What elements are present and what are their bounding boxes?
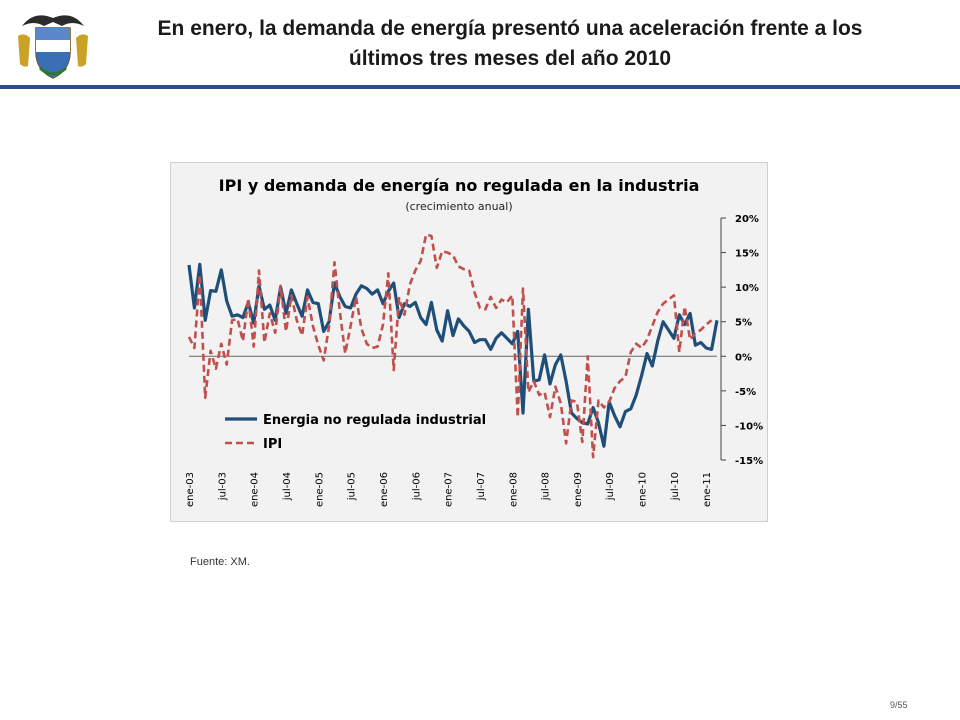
- x-axis: ene-03 jul-03 ene-04 jul-04 ene-05 jul-05 ene-…: [185, 355, 717, 507]
- y-axis: 20% 15% 10% 5% 0% -5% -10% -15%: [720, 214, 763, 467]
- slide-header: En enero, la demanda de energía presentó…: [0, 0, 960, 89]
- line-chart: IPI y demanda de energía no regulada en …: [185, 176, 763, 507]
- series-line-ipi: [187, 233, 713, 459]
- legend-label-energia: Energia no regulada industrial: [263, 413, 486, 428]
- chart-panel: IPI y demanda de energía no regulada en …: [170, 162, 768, 522]
- x-tick-label: jul-04: [282, 472, 293, 501]
- y-tick-label: 20%: [735, 214, 759, 225]
- y-tick-label: -5%: [735, 387, 756, 398]
- y-tick-label: 15%: [735, 249, 759, 260]
- x-tick-label: ene-10: [638, 472, 649, 507]
- slide-title-line-1: En enero, la demanda de energía presentó…: [157, 17, 863, 40]
- legend-label-ipi: IPI: [263, 437, 282, 452]
- x-tick-label: ene-06: [379, 472, 390, 507]
- source-note: Fuente: XM.: [190, 556, 250, 568]
- x-tick-label: jul-09: [605, 472, 616, 501]
- y-tick-label: -10%: [735, 421, 763, 432]
- x-tick-label: ene-03: [185, 472, 196, 507]
- slide-title-line-2: últimos tres meses del año 2010: [348, 47, 672, 70]
- x-tick-label: ene-04: [250, 472, 261, 507]
- x-tick-label: ene-08: [508, 472, 519, 507]
- x-tick-label: jul-03: [217, 472, 228, 501]
- chart-subtitle: (crecimiento anual): [405, 200, 512, 213]
- header-rule: [0, 85, 960, 89]
- y-tick-label: 5%: [735, 318, 752, 329]
- x-tick-label: jul-10: [670, 472, 681, 501]
- legend: Energia no regulada industrial IPI: [225, 413, 486, 452]
- page-number: 9/55: [890, 700, 908, 710]
- y-tick-label: 10%: [735, 283, 759, 294]
- y-tick-label: 0%: [735, 352, 752, 363]
- slide-title: En enero, la demanda de energía presentó…: [110, 14, 910, 74]
- x-tick-label: jul-08: [541, 472, 552, 501]
- x-tick-label: ene-05: [314, 472, 325, 507]
- coat-of-arms-logo: [18, 15, 88, 79]
- y-tick-label: -15%: [735, 456, 763, 467]
- x-tick-label: ene-09: [573, 472, 584, 507]
- chart-title: IPI y demanda de energía no regulada en …: [219, 176, 700, 195]
- x-tick-label: jul-07: [476, 472, 487, 501]
- series-lines: [187, 233, 719, 459]
- x-tick-label: jul-06: [411, 472, 422, 501]
- x-tick-label: ene-11: [702, 472, 713, 507]
- x-tick-label: jul-05: [347, 472, 358, 501]
- x-tick-label: ene-07: [444, 472, 455, 507]
